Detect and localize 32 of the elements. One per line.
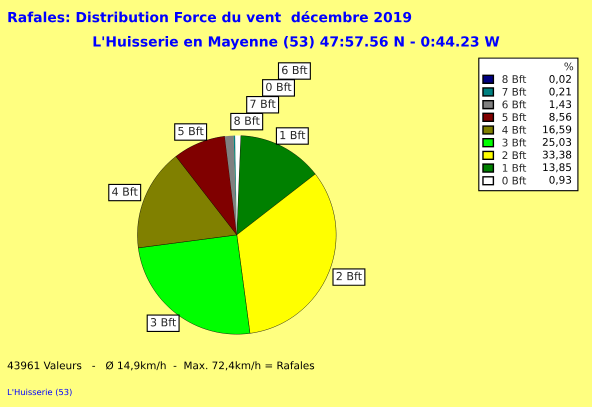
slice-label: 3 Bft	[150, 318, 176, 326]
data-label: 0,02	[549, 75, 571, 84]
slice-label: 8 Bft	[234, 116, 260, 125]
data-label: 0,93	[549, 176, 572, 185]
legend-label: 2 Bft	[502, 151, 526, 159]
category-label: 6 Bft	[282, 66, 308, 74]
chart-title: Rafales: Distribution Force du vent décembre 2019	[8, 11, 412, 22]
data-label: 13,85	[543, 163, 571, 172]
slice-label: 4 Bft	[112, 187, 138, 196]
legend-label: 1 Bft	[502, 164, 526, 172]
legend-title: %	[564, 62, 574, 70]
data-label: 16,59	[543, 125, 572, 134]
legend-label: 7 Bft	[502, 88, 526, 96]
legend-label: 6 Bft	[502, 100, 526, 108]
slice-label: 1 Bft	[280, 130, 306, 140]
data-label: 1,43	[550, 100, 572, 110]
legend-label: 4 Bft	[502, 126, 526, 134]
legend-label: 5 Bft	[502, 113, 526, 122]
chart-subtitle: L'Huisserie en Mayenne (53) 47:57.56 N - 0:44.23 W	[94, 36, 500, 50]
data-label: 25,03	[542, 138, 572, 147]
legend-label: 8 Bft	[502, 74, 526, 84]
slice-label: 5 Bft	[178, 126, 204, 136]
data-label: 33,38	[542, 150, 572, 160]
category-label: 7 Bft	[250, 99, 276, 108]
legend-label: 0 Bft	[502, 176, 526, 185]
category-label: 0 Bft	[266, 82, 292, 92]
legend-label: 3 Bft	[502, 138, 526, 146]
data-label: 0,21	[549, 88, 571, 97]
text: 43961 Valeurs - Ø 14,9km/h - Max. 72,4km/h = Rafales	[8, 361, 314, 370]
text: L'Huisserie (53)	[8, 388, 72, 396]
slice-label: 2 Bft	[336, 272, 362, 280]
data-label: 8,56	[549, 112, 572, 122]
